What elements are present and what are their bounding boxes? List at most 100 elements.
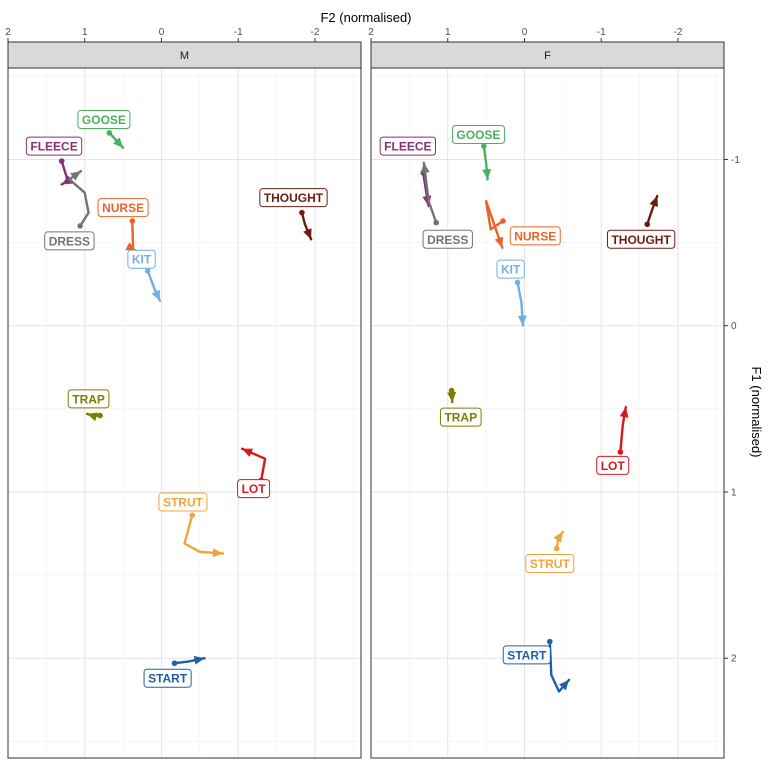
trajectory-arrowhead [553, 531, 563, 543]
vowel-strut: STRUT [158, 492, 225, 558]
trajectory-arrowhead [212, 548, 223, 558]
trajectory-start-point [514, 279, 521, 286]
x-tick-label: 0 [522, 27, 528, 38]
vowel-label-box [509, 226, 561, 246]
vowel-dress: DRESS [44, 169, 95, 251]
trajectory-start-point [553, 545, 560, 552]
vowel-label-box [97, 198, 149, 218]
trajectory-line [183, 514, 225, 555]
trajectory-arrowhead [619, 407, 629, 418]
vowel-label-box [127, 249, 156, 269]
vowel-start: START [143, 655, 206, 688]
vowel-label-box [259, 188, 328, 208]
x-tick-label: -1 [597, 27, 606, 38]
vowel-label-box [422, 229, 473, 249]
vowel-label-box [143, 668, 192, 688]
trajectory-start-point [433, 219, 440, 226]
vowel-label-box [606, 229, 676, 249]
vowel-label: FLEECE [30, 140, 77, 154]
trajectory-start-point [500, 218, 506, 224]
trajectory-start-point [144, 268, 151, 274]
y-tick-label: -1 [731, 155, 740, 166]
vowel-thought: THOUGHT [259, 188, 328, 241]
vowel-label: STRUT [530, 557, 571, 571]
trajectory-start-point [171, 660, 178, 667]
vowel-label: START [507, 648, 547, 662]
vowel-label: KIT [501, 263, 521, 277]
vowel-trap: TRAP [67, 389, 110, 422]
facet-strip [370, 41, 725, 69]
vowel-label-box [439, 407, 482, 427]
vowel-label: NURSE [514, 229, 556, 243]
vowel-label: FLEECE [384, 140, 431, 154]
vowel-label-box [25, 136, 83, 156]
vowel-label-box [77, 110, 131, 130]
vowel-label-box [44, 231, 95, 251]
y-tick-label: 2 [731, 654, 737, 665]
vowel-start: START [502, 638, 571, 693]
y-tick-label: 0 [731, 321, 737, 332]
trajectory-start-point [448, 387, 455, 394]
x-tick-label: 2 [368, 27, 374, 38]
vowel-label: DRESS [49, 234, 90, 248]
vowel-label-box [379, 136, 437, 156]
vowel-trap: TRAP [439, 387, 482, 427]
vowel-thought: THOUGHT [606, 194, 676, 249]
vowel-goose: GOOSE [451, 125, 505, 181]
y-axis-title: F1 (normalised) [749, 366, 764, 457]
trajectory-start-point [58, 158, 65, 164]
vowel-lot: LOT [237, 447, 271, 499]
trajectory-arrowhead [151, 289, 160, 301]
trajectory-arrowhead [494, 236, 504, 248]
x-tick-label: -2 [311, 27, 320, 38]
trajectory-arrowhead [649, 196, 658, 207]
vowel-label: LOT [601, 459, 626, 473]
facet-panel-f: F 2 1 0 -1 -2 GOOSE FLEECE DRESS NURSE THOUGHT KIT T… [368, 27, 725, 759]
x-tick-label: -2 [674, 27, 683, 38]
vowel-lot: LOT [596, 406, 630, 475]
facet-strip-label: F [544, 50, 551, 62]
vowel-label: START [148, 672, 188, 686]
vowel-nurse: NURSE [484, 199, 561, 249]
vowel-label-box [596, 455, 630, 475]
vowel-label-box [67, 389, 110, 409]
x-tick-label: 1 [445, 27, 451, 38]
vowel-label-box [496, 259, 525, 279]
vowel-label: STRUT [163, 495, 204, 509]
vowel-label: NURSE [102, 201, 144, 215]
x-tick-label: 0 [159, 27, 165, 38]
vowel-label-box [158, 492, 208, 512]
trajectory-start-point [481, 143, 487, 149]
trajectory-arrowhead [482, 169, 492, 180]
trajectory-start-point [189, 512, 195, 519]
trajectory-start-point [644, 221, 651, 228]
trajectory-arrowhead [242, 448, 254, 457]
trajectory-arrowhead [87, 412, 98, 422]
vowel-label: TRAP [444, 411, 477, 425]
vowel-label: THOUGHT [611, 233, 671, 247]
panel-border [370, 67, 725, 759]
trajectory-arrowhead [517, 315, 527, 326]
trajectory-start-point [617, 449, 624, 455]
vowel-fleece: FLEECE [25, 136, 83, 186]
x-tick-label: -1 [234, 27, 243, 38]
trajectory-arrowhead [447, 391, 457, 403]
trajectory-arrowhead [193, 655, 205, 665]
vowel-label: GOOSE [82, 113, 126, 127]
vowel-label-box [451, 125, 505, 145]
trajectory-start-point [299, 209, 305, 216]
facet-strip [7, 41, 362, 69]
x-tick-label: 1 [82, 27, 88, 38]
panel-border [7, 67, 362, 759]
vowel-kit: KIT [496, 259, 527, 327]
y-tick-label: 1 [731, 487, 737, 498]
vowel-nurse: NURSE [97, 198, 149, 253]
facet-panels: M 2 1 0 -1 -2 GOOSE FLEECE DRESS NURSE THOUGHT KIT T… [5, 27, 740, 759]
vowel-kit: KIT [127, 249, 162, 302]
trajectory-arrowhead [61, 175, 73, 185]
trajectory-arrowhead [113, 137, 124, 148]
vowel-strut: STRUT [525, 530, 575, 573]
trajectory-arrowhead [125, 242, 137, 251]
trajectory-start-point [106, 130, 113, 136]
